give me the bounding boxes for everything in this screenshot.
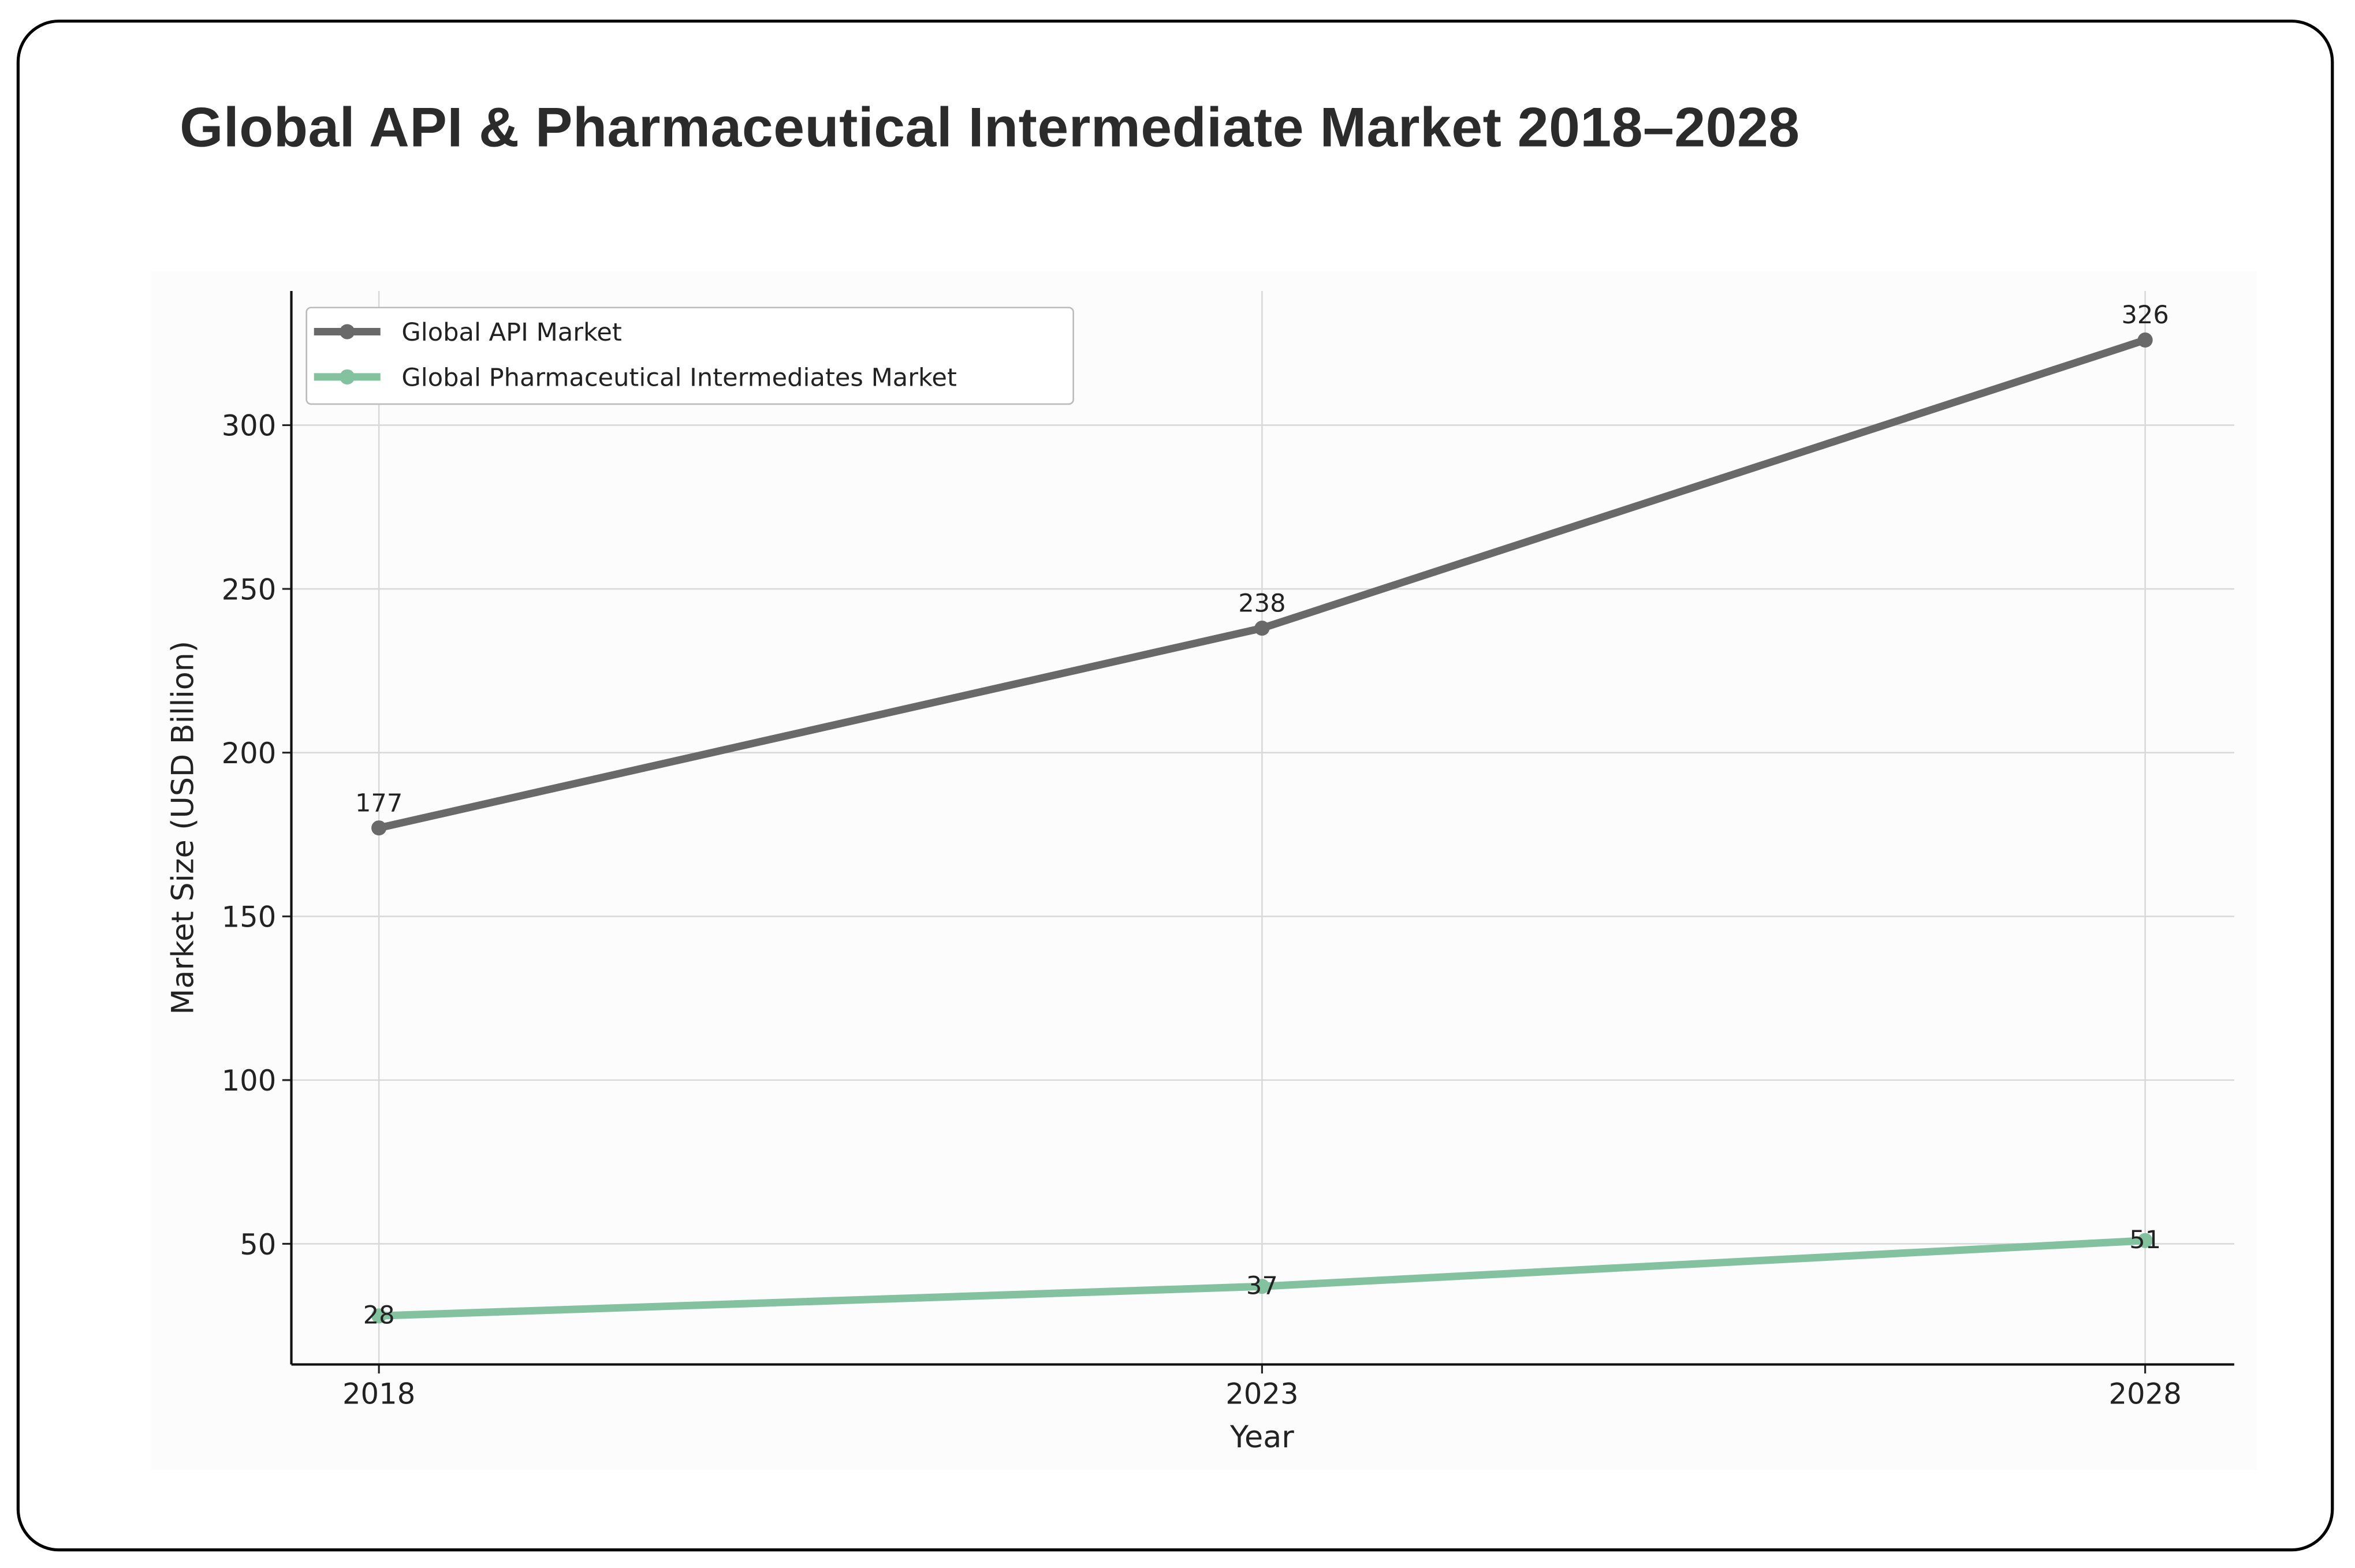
legend-label: Global Pharmaceutical Intermediates Mark… — [401, 364, 957, 393]
data-label: 326 — [2121, 301, 2168, 330]
x-tick-label: 2028 — [2108, 1377, 2181, 1410]
data-point — [2137, 332, 2153, 348]
legend-swatch-marker — [340, 324, 355, 339]
y-axis-label: Market Size (USD Billion) — [166, 641, 201, 1015]
data-point — [1254, 1279, 1270, 1294]
y-tick-label: 250 — [222, 573, 277, 606]
data-label: 28 — [363, 1301, 395, 1330]
legend-box — [305, 307, 1074, 405]
legend-label: Global API Market — [401, 318, 622, 347]
data-point — [371, 820, 387, 836]
legend-swatch-marker — [340, 369, 355, 384]
data-label: 238 — [1238, 589, 1285, 618]
y-tick-label: 100 — [222, 1064, 277, 1097]
x-tick-label: 2018 — [342, 1377, 415, 1410]
x-axis-label: Year — [1229, 1420, 1294, 1455]
y-tick-label: 150 — [222, 901, 277, 934]
data-point — [1254, 621, 1270, 636]
y-tick-label: 300 — [222, 409, 277, 443]
data-label: 37 — [1246, 1271, 1278, 1300]
card-border — [16, 19, 2334, 1552]
data-point — [371, 1308, 387, 1324]
y-tick-label: 200 — [222, 737, 277, 770]
data-point — [2137, 1233, 2153, 1248]
x-tick-label: 2023 — [1225, 1377, 1298, 1410]
data-label: 51 — [2129, 1226, 2161, 1255]
chart-title: Global API & Pharmaceutical Intermediate… — [180, 96, 1800, 159]
plot-background — [151, 271, 2257, 1470]
data-label: 177 — [355, 789, 403, 817]
y-tick-label: 50 — [240, 1228, 276, 1261]
